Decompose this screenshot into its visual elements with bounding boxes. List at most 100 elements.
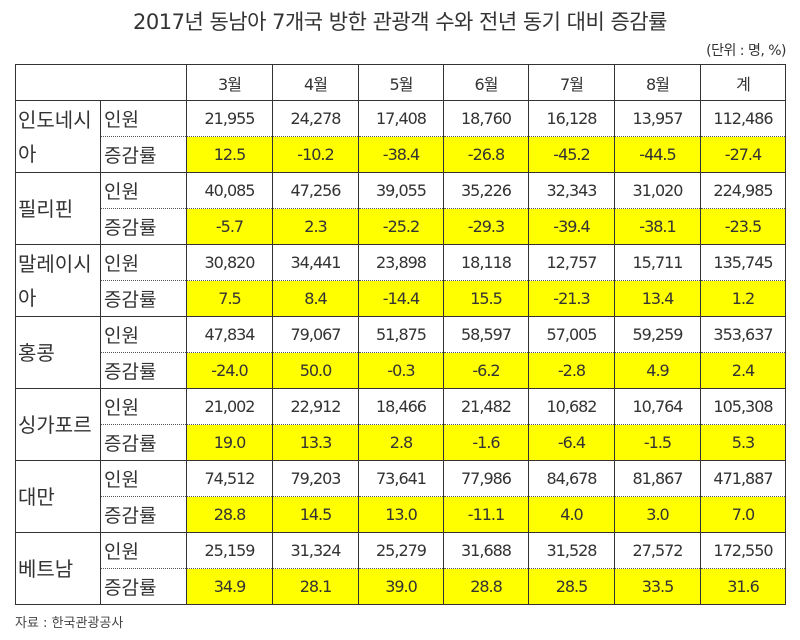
- row-label: 인원: [100, 388, 187, 425]
- visitor-cell: 39,055: [358, 172, 444, 209]
- change-cell: -44.5: [614, 136, 701, 173]
- change-cell: -6.2: [443, 352, 529, 389]
- change-cell: 8.4: [272, 280, 359, 317]
- visitor-cell: 35,226: [443, 172, 529, 209]
- change-cell: -1.6: [443, 424, 529, 461]
- table-row-change: 증감률 12.5 -10.2 -38.4 -26.8 -45.2 -44.5 -27.4: [16, 136, 786, 173]
- table-row-change: 증감률 34.9 28.1 39.0 28.8 28.5 33.5 31.6: [16, 568, 786, 605]
- change-cell: 31.6: [700, 568, 786, 605]
- change-cell: 33.5: [614, 568, 701, 605]
- col-header: 6월: [443, 64, 529, 101]
- change-cell: 7.0: [700, 496, 786, 533]
- row-label: 증감률: [100, 496, 187, 533]
- country-name: 인도네시아: [15, 100, 101, 173]
- country-name: 필리핀: [15, 172, 101, 245]
- visitor-cell: 30,820: [186, 244, 273, 281]
- change-cell: 28.8: [186, 496, 273, 533]
- visitor-cell: 25,279: [358, 532, 444, 569]
- change-cell: -1.5: [614, 424, 701, 461]
- country-name: 베트남: [15, 532, 101, 605]
- visitor-cell: 23,898: [358, 244, 444, 281]
- table-row-visitors: 필리핀 인원 40,085 47,256 39,055 35,226 32,343 31,0…: [15, 172, 786, 245]
- visitor-cell: 47,834: [186, 316, 273, 353]
- visitor-cell: 353,637: [700, 316, 786, 353]
- visitor-cell: 18,466: [358, 388, 444, 425]
- table-row-visitors: 베트남 인원 25,159 31,324 25,279 31,688 31,528 27,5…: [15, 532, 786, 605]
- visitor-cell: 77,986: [443, 460, 529, 497]
- change-cell: 4.0: [528, 496, 615, 533]
- visitor-cell: 13,957: [614, 100, 701, 137]
- change-cell: -10.2: [272, 136, 359, 173]
- change-cell: -23.5: [700, 208, 786, 245]
- table-row-visitors: 대만 인원 74,512 79,203 73,641 77,986 84,678 81,86…: [15, 460, 786, 533]
- change-cell: -21.3: [528, 280, 615, 317]
- visitor-cell: 25,159: [186, 532, 273, 569]
- col-header: 4월: [272, 64, 359, 101]
- visitor-cell: 31,528: [528, 532, 615, 569]
- change-cell: -45.2: [528, 136, 615, 173]
- visitor-cell: 51,875: [358, 316, 444, 353]
- change-cell: 13.0: [358, 496, 444, 533]
- change-cell: -27.4: [700, 136, 786, 173]
- visitor-cell: 31,020: [614, 172, 701, 209]
- change-cell: -5.7: [186, 208, 273, 245]
- visitor-cell: 18,118: [443, 244, 529, 281]
- source-note: 자료 : 한국관광공사: [15, 616, 124, 631]
- visitor-cell: 21,002: [186, 388, 273, 425]
- visitor-cell: 59,259: [614, 316, 701, 353]
- visitor-cell: 40,085: [186, 172, 273, 209]
- row-label: 인원: [100, 316, 187, 353]
- country-name: 대만: [15, 460, 101, 533]
- visitor-cell: 112,486: [700, 100, 786, 137]
- change-cell: 3.0: [614, 496, 701, 533]
- change-cell: 28.8: [443, 568, 529, 605]
- header-blank: [15, 64, 187, 101]
- visitor-cell: 58,597: [443, 316, 529, 353]
- change-cell: 5.3: [700, 424, 786, 461]
- change-cell: 7.5: [186, 280, 273, 317]
- country-name: 홍콩: [15, 316, 101, 389]
- visitor-cell: 12,757: [528, 244, 615, 281]
- change-cell: 39.0: [358, 568, 444, 605]
- change-cell: -38.4: [358, 136, 444, 173]
- change-cell: 2.3: [272, 208, 359, 245]
- change-cell: 4.9: [614, 352, 701, 389]
- change-cell: 2.4: [700, 352, 786, 389]
- change-cell: 14.5: [272, 496, 359, 533]
- visitor-cell: 21,955: [186, 100, 273, 137]
- visitor-cell: 172,550: [700, 532, 786, 569]
- visitor-cell: 32,343: [528, 172, 615, 209]
- row-label: 증감률: [100, 280, 187, 317]
- table-row-change: 증감률 7.5 8.4 -14.4 15.5 -21.3 13.4 1.2: [16, 280, 786, 317]
- visitor-cell: 74,512: [186, 460, 273, 497]
- table-row-visitors: 싱가포르 인원 21,002 22,912 18,466 21,482 10,682 10,…: [15, 388, 786, 461]
- table-row-change: 증감률 28.8 14.5 13.0 -11.1 4.0 3.0 7.0: [16, 496, 786, 533]
- change-cell: -24.0: [186, 352, 273, 389]
- visitor-cell: 18,760: [443, 100, 529, 137]
- visitor-cell: 22,912: [272, 388, 359, 425]
- visitor-cell: 73,641: [358, 460, 444, 497]
- visitor-cell: 224,985: [700, 172, 786, 209]
- col-header: 3월: [186, 64, 273, 101]
- change-cell: 28.1: [272, 568, 359, 605]
- visitor-cell: 47,256: [272, 172, 359, 209]
- row-label: 인원: [100, 244, 187, 281]
- visitor-cell: 10,764: [614, 388, 701, 425]
- change-cell: -11.1: [443, 496, 529, 533]
- visitor-cell: 135,745: [700, 244, 786, 281]
- row-label: 증감률: [100, 352, 187, 389]
- page-title: 2017년 동남아 7개국 방한 관광객 수와 전년 동기 대비 증감률: [133, 10, 667, 34]
- change-cell: 13.4: [614, 280, 701, 317]
- row-label: 증감률: [100, 568, 187, 605]
- visitor-cell: 57,005: [528, 316, 615, 353]
- change-cell: -39.4: [528, 208, 615, 245]
- visitor-cell: 15,711: [614, 244, 701, 281]
- visitor-cell: 84,678: [528, 460, 615, 497]
- change-cell: 13.3: [272, 424, 359, 461]
- row-label: 증감률: [100, 208, 187, 245]
- table-row-change: 증감률 -5.7 2.3 -25.2 -29.3 -39.4 -38.1 -23.5: [16, 208, 786, 245]
- country-name: 말레이시아: [15, 244, 101, 317]
- change-cell: 28.5: [528, 568, 615, 605]
- table-row-change: 증감률 -24.0 50.0 -0.3 -6.2 -2.8 4.9 2.4: [16, 352, 786, 389]
- visitor-cell: 16,128: [528, 100, 615, 137]
